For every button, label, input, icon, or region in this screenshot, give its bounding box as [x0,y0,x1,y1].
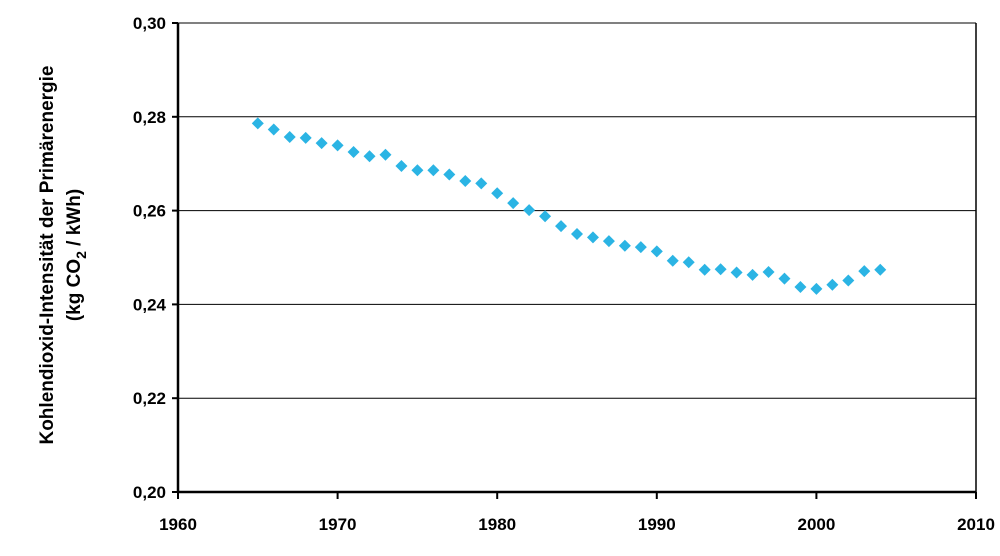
data-point [762,266,775,279]
data-point [507,197,520,210]
data-point [475,177,488,190]
data-point [555,220,568,233]
y-axis-title-line2-prefix: (kg CO [64,259,85,321]
x-tick-labels: 1960 1970 1980 1990 2000 2010 [159,515,995,534]
y-tick-label: 0,26 [133,202,166,221]
x-tick-label: 1960 [159,515,197,534]
y-axis-title-line2-subscript: 2 [73,251,89,259]
data-point [299,131,312,144]
x-tick-label: 2010 [957,515,995,534]
data-point [746,268,759,281]
data-point [571,228,583,241]
data-point [698,263,711,276]
data-point [379,148,392,161]
x-tick-label: 1970 [319,515,357,534]
data-point [682,256,695,269]
y-axis-title-line2: (kg CO2 / kWh) [64,189,89,321]
data-point [347,145,360,158]
x-tick-label: 2000 [797,515,835,534]
y-tick-labels: 0,20 0,22 0,24 0,26 0,28 0,30 [133,14,167,502]
data-point [874,263,887,276]
data-point [427,164,440,177]
data-point [810,282,823,295]
y-tick-label: 0,20 [133,483,166,502]
data-point [618,239,631,252]
data-point [714,263,727,276]
x-tick-label: 1990 [638,515,676,534]
data-point [395,160,408,173]
data-point [634,241,647,254]
data-point [443,168,456,181]
data-point [459,175,472,188]
x-tick-label: 1980 [478,515,516,534]
data-point [602,235,615,248]
data-point [826,278,839,291]
data-point [267,123,280,136]
data-point [858,265,871,278]
data-point [794,281,807,294]
data-point [491,187,504,200]
y-axis-title-line2-suffix: / kWh) [64,189,85,251]
y-tick-label: 0,24 [133,295,167,314]
data-point [730,266,743,279]
y-tick-label: 0,28 [133,108,166,127]
y-tick-label: 0,30 [133,14,166,33]
data-point [523,204,536,217]
data-point [586,231,599,244]
data-point [315,137,328,150]
y-tick-label: 0,22 [133,389,166,408]
data-points [251,117,887,295]
data-point [411,164,424,177]
data-point [778,272,791,285]
data-point [331,139,344,152]
data-point [666,254,679,267]
data-point [283,130,296,143]
axes [172,22,977,499]
y-axis-title-line1: Kohlendioxid-Intensität der Primärenergi… [37,65,58,444]
data-point [251,117,264,130]
gridlines [178,116,976,399]
data-point [363,150,376,163]
data-point [842,274,855,287]
data-point [650,245,663,258]
data-point [539,210,552,223]
